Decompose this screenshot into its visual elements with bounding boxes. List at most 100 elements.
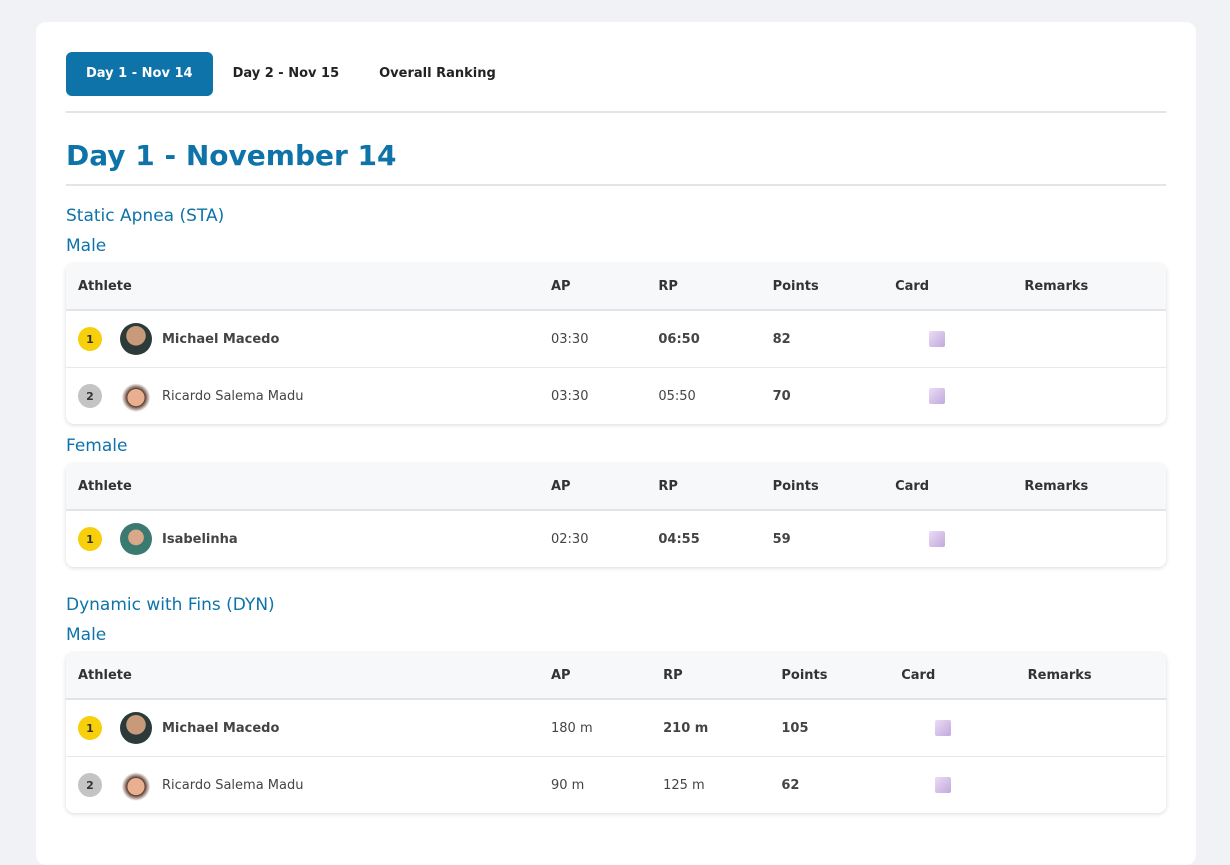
remarks [1012, 510, 1166, 567]
column-header: RP [646, 264, 761, 311]
result-row: 1 Isabelinha 02:30 04:55 59 [66, 510, 1166, 567]
athlete-name: Michael Macedo [162, 331, 280, 347]
column-header: AP [539, 653, 652, 700]
column-header: Athlete [66, 464, 539, 511]
points: 62 [781, 777, 800, 793]
column-header: Remarks [1012, 464, 1166, 511]
column-header: Card [889, 653, 1016, 700]
tab-bar: Day 1 - Nov 14 Day 2 - Nov 15 Overall Rank… [66, 52, 1166, 113]
athlete: 2 Ricardo Salema Madu [78, 380, 527, 412]
result-row: 2 Ricardo Salema Madu 90 m 125 m 62 [66, 757, 1166, 814]
group-title: Female [66, 436, 128, 456]
athlete-cell: 2 Ricardo Salema Madu [66, 368, 539, 425]
column-header: RP [646, 464, 761, 511]
card-cell [883, 310, 1013, 368]
athlete-name: Michael Macedo [162, 720, 280, 736]
group-title: Male [66, 236, 107, 256]
avatar [120, 523, 152, 555]
discipline-title: Dynamic with Fins (DYN) [66, 595, 275, 615]
column-header: Athlete [66, 264, 539, 311]
ap: 180 m [539, 699, 652, 757]
athlete-cell: 1 Michael Macedo [66, 310, 539, 368]
column-header: Points [769, 653, 890, 700]
card-cell [883, 510, 1012, 567]
column-header: RP [651, 653, 770, 700]
tab[interactable]: Overall Ranking [379, 66, 496, 81]
avatar [120, 712, 152, 744]
rp: 210 m [651, 699, 770, 757]
column-header: Remarks [1015, 653, 1166, 700]
column-header: Remarks [1012, 264, 1166, 311]
card-indicator [929, 331, 946, 347]
tab[interactable]: Day 1 - Nov 14 [66, 52, 213, 96]
athlete: 1 Michael Macedo [78, 323, 527, 355]
athlete-name: Ricardo Salema Madu [162, 388, 304, 404]
points: 82 [760, 310, 884, 368]
results-table: Athlete AP RP Points Card Remarks 1 Isabelinha 0… [66, 464, 1166, 567]
card-indicator [935, 720, 952, 736]
athlete: 1 Michael Macedo [78, 712, 527, 744]
table-head: Athlete AP RP Points Card Remarks [66, 464, 1166, 511]
remarks [1016, 757, 1166, 814]
group-title: Male [66, 625, 107, 645]
card-indicator [929, 388, 946, 404]
result-row: 1 Michael Macedo 03:30 06:50 82 [66, 310, 1166, 368]
tab[interactable]: Day 2 - Nov 15 [232, 66, 340, 81]
discipline-title: Static Apnea (STA) [66, 206, 225, 226]
column-header: AP [539, 464, 647, 511]
rp: 125 m [663, 777, 705, 793]
points: 59 [772, 531, 791, 547]
table-head: Athlete AP RP Points Card Remarks [66, 653, 1166, 700]
table-body: 1 Michael Macedo 03:30 06:50 82 2 Ricardo Sale… [66, 310, 1166, 424]
result-row: 2 Ricardo Salema Madu 03:30 05:50 70 [66, 368, 1166, 425]
rp: 06:50 [646, 310, 761, 368]
athlete-cell: 2 Ricardo Salema Madu [66, 757, 539, 814]
column-header: AP [539, 264, 647, 311]
points: 70 [772, 388, 791, 404]
card-cell [883, 368, 1012, 425]
results-table: Athlete AP RP Points Card Remarks 1 Michael Mac… [66, 653, 1166, 813]
avatar [120, 323, 152, 355]
rank-badge: 1 [78, 327, 102, 351]
athlete-name: Ricardo Salema Madu [162, 777, 304, 793]
card-indicator [929, 531, 946, 547]
header-row: Athlete AP RP Points Card Remarks [66, 464, 1166, 511]
day-heading: Day 1 - November 14 [66, 139, 1166, 186]
athlete-cell: 1 Michael Macedo [66, 699, 539, 757]
ap: 03:30 [539, 310, 647, 368]
remarks [1012, 310, 1166, 368]
results-table: Athlete AP RP Points Card Remarks 1 Michael Mac… [66, 264, 1166, 424]
results-card: Day 1 - Nov 14 Day 2 - Nov 15 Overall Rank… [36, 22, 1196, 865]
column-header: Card [883, 464, 1013, 511]
table-body: 1 Isabelinha 02:30 04:55 59 [66, 510, 1166, 567]
discipline: Dynamic with Fins (DYN) Male Athlete AP RP Po… [66, 595, 1166, 813]
athlete: 1 Isabelinha [78, 523, 527, 555]
header-row: Athlete AP RP Points Card Remarks [66, 264, 1166, 311]
card-cell [889, 699, 1016, 757]
column-header: Points [760, 264, 884, 311]
table-body: 1 Michael Macedo 180 m 210 m 105 2 Ricardo Sal… [66, 699, 1166, 813]
remarks [1012, 368, 1166, 425]
result-row: 1 Michael Macedo 180 m 210 m 105 [66, 699, 1166, 757]
card-cell [889, 757, 1015, 814]
athlete-name: Isabelinha [162, 531, 238, 547]
card-indicator [935, 777, 952, 793]
athlete: 2 Ricardo Salema Madu [78, 769, 527, 801]
ap: 02:30 [551, 531, 589, 547]
rank-badge: 1 [78, 527, 102, 551]
points: 105 [769, 699, 890, 757]
ap: 03:30 [551, 388, 589, 404]
ap: 90 m [551, 777, 585, 793]
column-header: Points [760, 464, 884, 511]
column-header: Athlete [66, 653, 539, 700]
discipline: Static Apnea (STA) Male Athlete AP RP Points C… [66, 206, 1166, 567]
rank-badge: 2 [78, 773, 102, 797]
remarks [1015, 699, 1166, 757]
table-head: Athlete AP RP Points Card Remarks [66, 264, 1166, 311]
column-header: Card [883, 264, 1013, 311]
header-row: Athlete AP RP Points Card Remarks [66, 653, 1166, 700]
avatar [120, 380, 152, 412]
rp: 05:50 [658, 388, 696, 404]
